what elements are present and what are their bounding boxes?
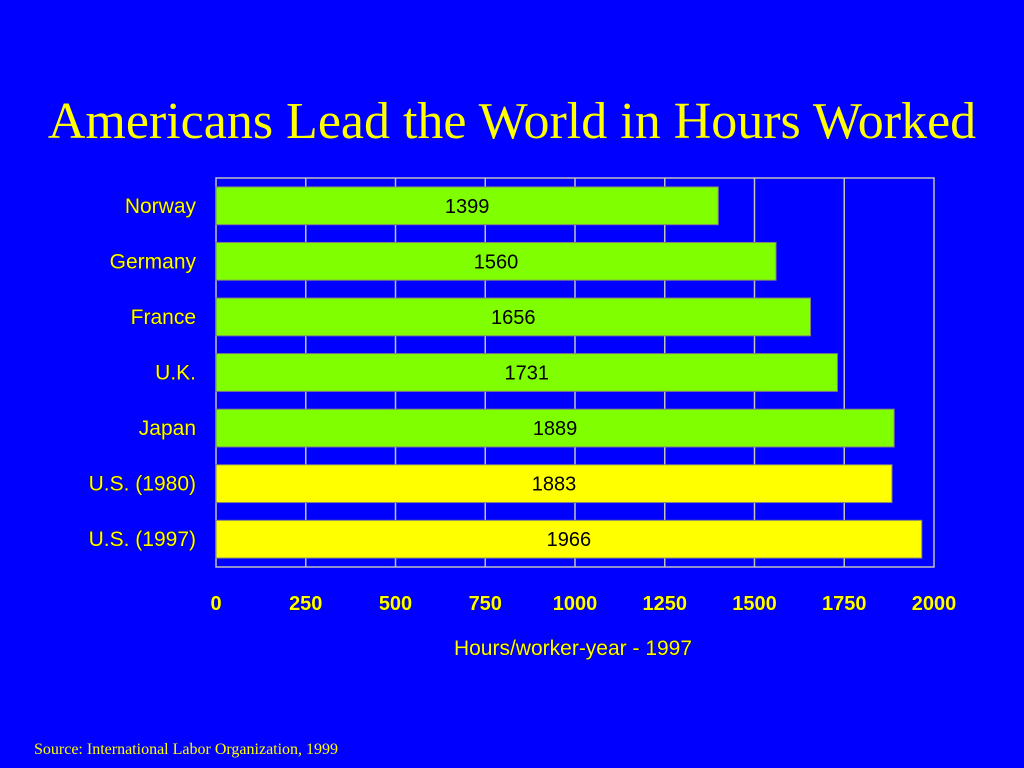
bar-labels: 1399 1560 1656 1731 1889 1883 1966 [445, 196, 591, 551]
bar-u-s-1997 [215, 519, 923, 559]
category-label-france: France [131, 306, 196, 329]
category-label-norway: Norway [125, 195, 197, 218]
bar-u-s-1980 [215, 464, 893, 504]
x-tick-label-2000: 2000 [912, 593, 957, 615]
bar-u-k [215, 353, 838, 392]
source-note: Source: International Labor Organization… [34, 741, 339, 758]
slide-title-text: Americans Lead the World in Hours Worked [47, 93, 977, 150]
x-tick-labels: 0 250 500 750 1000 1250 1500 1750 2000 [210, 593, 957, 616]
category-label-germany: Germany [110, 250, 197, 273]
bar-japan [215, 408, 895, 448]
x-tick-label-0: 0 [210, 593, 221, 615]
x-axis-title: Hours/worker-year - 1997 [454, 637, 692, 660]
bar-label-norway: 1399 [445, 196, 490, 218]
bar-label-u-k: 1731 [504, 363, 549, 385]
slide-title: Americans Lead the World in Hours Worked [0, 86, 1024, 158]
bar-label-japan: 1889 [533, 418, 578, 440]
bar-label-u-s-1980: 1883 [532, 474, 577, 496]
x-tick-label-500: 500 [379, 593, 412, 615]
bar-norway [215, 186, 719, 226]
category-label-u-s-1980: U.S. (1980) [89, 473, 196, 496]
x-tick-label-1250: 1250 [643, 593, 688, 615]
x-tick-label-1500: 1500 [732, 593, 777, 615]
x-tick-label-1000: 1000 [553, 593, 598, 615]
x-tick-label-1750: 1750 [822, 593, 867, 615]
bar-germany [215, 241, 777, 281]
category-label-u-s-1997: U.S. (1997) [89, 528, 196, 551]
category-label-japan: Japan [139, 417, 196, 440]
x-tick-label-750: 750 [469, 593, 502, 615]
category-labels: Norway Germany France U.K. Japan U.S. (1980) U… [88, 194, 197, 551]
bar-label-france: 1656 [491, 307, 536, 329]
bar-label-germany: 1560 [474, 251, 519, 273]
bar-france [215, 297, 812, 337]
x-tick-label-250: 250 [289, 593, 322, 615]
bar-label-u-s-1997: 1966 [547, 529, 592, 551]
bars [215, 186, 923, 559]
category-label-u-k: U.K. [155, 362, 196, 385]
